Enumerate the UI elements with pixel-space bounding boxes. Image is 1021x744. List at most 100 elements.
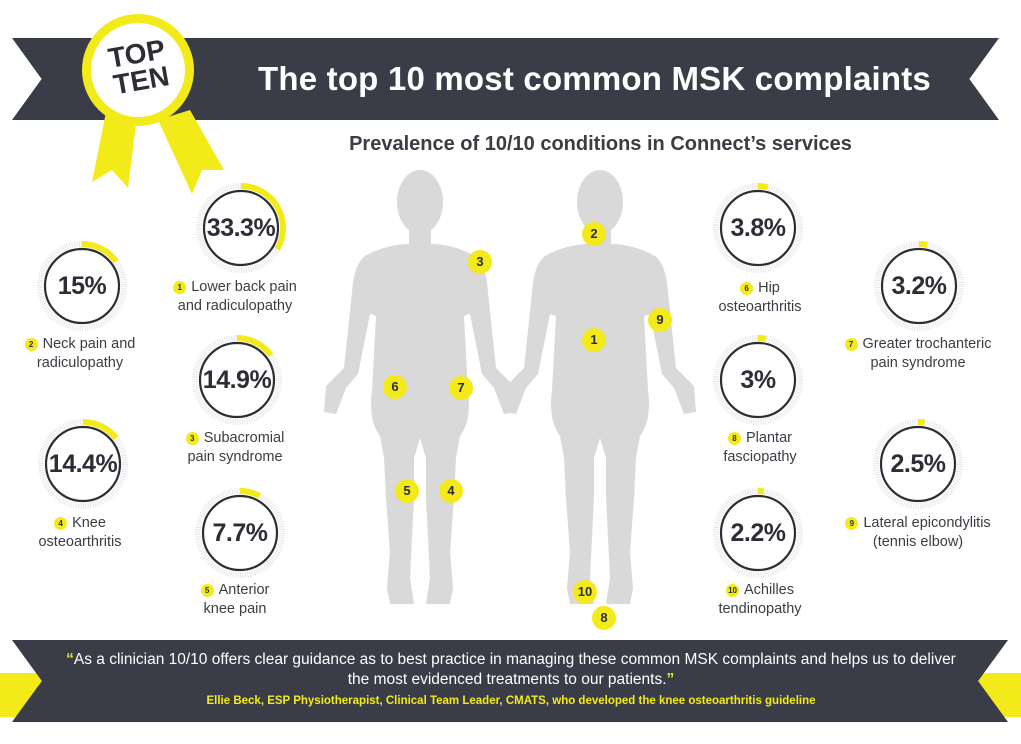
body-marker-6: 6 — [383, 375, 407, 399]
condition-label-4-line2: osteoarthritis — [38, 534, 122, 550]
stat-circle-4: 14.4% — [37, 418, 129, 510]
stat-value-2: 15% — [57, 272, 107, 300]
ring-progress — [713, 335, 803, 425]
ring-progress — [37, 241, 127, 331]
condition-label-8: 8 Plantar fasciopathy — [690, 429, 830, 467]
condition-label-10-line1: Achilles — [744, 582, 794, 598]
page-title: The top 10 most common MSK complaints — [258, 60, 931, 97]
condition-label-6: 6 Hip osteoarthritis — [685, 279, 835, 317]
footer-banner — [12, 640, 1008, 722]
ring-inner — [201, 494, 279, 572]
condition-label-7: 7 Greater trochanteric pain syndrome — [818, 335, 1018, 373]
condition-number-1: 1 — [173, 281, 187, 294]
stat-value-5: 7.7% — [212, 519, 268, 547]
condition-number-7: 7 — [844, 338, 858, 351]
condition-number-2: 2 — [24, 338, 38, 351]
condition-label-3-line1: Subacromial — [203, 430, 285, 446]
badge-ring — [82, 14, 194, 126]
ring-inner — [44, 425, 122, 503]
stat-value-7: 3.2% — [891, 272, 947, 300]
body-marker-1: 1 — [582, 328, 606, 352]
condition-label-9: 9 Lateral epicondylitis (tennis elbow) — [818, 514, 1018, 552]
condition-label-8-line2: fasciopathy — [723, 449, 797, 465]
condition-label-10-line2: tendinopathy — [718, 601, 802, 617]
condition-label-4: 4 Knee osteoarthritis — [0, 514, 160, 552]
stat-value-6: 3.8% — [730, 214, 786, 242]
ring-progress — [713, 488, 803, 578]
stat-circle-5: 7.7% — [194, 487, 286, 579]
stat-circle-6: 3.8% — [712, 182, 804, 274]
condition-label-3: 3 Subacromial pain syndrome — [150, 429, 320, 467]
condition-number-4: 4 — [54, 517, 68, 530]
quote-open-mark: “ — [66, 651, 74, 668]
body-marker-7: 7 — [449, 376, 473, 400]
condition-label-9-line1: Lateral epicondylitis — [863, 515, 991, 531]
condition-label-10: 10 Achilles tendinopathy — [690, 581, 830, 619]
ribbon-icon — [92, 110, 224, 194]
ring-progress — [874, 241, 964, 331]
stat-circle-2: 15% — [36, 240, 128, 332]
body-marker-5: 5 — [395, 479, 419, 503]
body-marker-3: 3 — [468, 250, 492, 274]
stat-value-9: 2.5% — [890, 450, 946, 478]
body-marker-4: 4 — [439, 479, 463, 503]
condition-label-1-line2: and radiculopathy — [177, 298, 293, 314]
condition-label-9-line2: (tennis elbow) — [872, 534, 964, 550]
ring-inner — [198, 341, 276, 419]
top-ten-badge: TOP TEN — [0, 0, 240, 200]
condition-label-5-line1: Anterior — [218, 582, 270, 598]
stat-circle-8: 3% — [712, 334, 804, 426]
condition-label-8-line1: Plantar — [746, 430, 792, 446]
body-marker-10: 10 — [573, 580, 597, 604]
condition-label-3-line2: pain syndrome — [187, 449, 283, 465]
quote-attribution: Ellie Beck, ESP Physiotherapist, Clinica… — [206, 695, 816, 707]
stat-value-1: 33.3% — [206, 214, 276, 242]
ring-progress — [195, 488, 285, 578]
condition-number-6: 6 — [740, 282, 754, 295]
body-figures-icon — [324, 170, 696, 604]
ring-progress — [713, 183, 803, 273]
stat-value-4: 14.4% — [48, 450, 118, 478]
stat-value-8: 3% — [740, 366, 776, 394]
body-marker-9: 9 — [648, 308, 672, 332]
subtitle: Prevalence of 10/10 conditions in Connec… — [349, 133, 852, 155]
body-marker-2: 2 — [582, 222, 606, 246]
quote-close-mark: ” — [666, 671, 675, 688]
quote-text: As a clinician 10/10 offers clear guidan… — [73, 651, 956, 688]
condition-label-5: 5 Anterior knee pain — [160, 581, 310, 619]
condition-label-5-line2: knee pain — [203, 601, 267, 617]
condition-label-2-line2: radiculopathy — [36, 355, 124, 371]
stat-circle-9: 2.5% — [872, 418, 964, 510]
stat-circle-10: 2.2% — [712, 487, 804, 579]
condition-label-6-line1: Hip — [758, 280, 780, 296]
condition-number-10: 10 — [726, 584, 740, 597]
stat-value-3: 14.9% — [202, 366, 272, 394]
condition-label-2: 2 Neck pain and radiculopathy — [0, 335, 160, 373]
ring-inner — [719, 341, 797, 419]
stat-value-10: 2.2% — [730, 519, 786, 547]
condition-label-4-line1: Knee — [72, 515, 106, 531]
footer-quote: “As a clinician 10/10 offers clear guida… — [60, 650, 962, 690]
condition-number-5: 5 — [200, 584, 214, 597]
stat-circle-7: 3.2% — [873, 240, 965, 332]
ring-progress — [196, 183, 286, 273]
ring-inner — [879, 425, 957, 503]
ring-inner — [43, 247, 121, 325]
stat-circle-3: 14.9% — [191, 334, 283, 426]
ring-inner — [202, 189, 280, 267]
condition-number-8: 8 — [728, 432, 742, 445]
condition-label-2-line1: Neck pain and — [42, 336, 136, 352]
stat-circle-1: 33.3% — [195, 182, 287, 274]
ring-progress — [873, 419, 963, 509]
body-marker-8: 8 — [592, 606, 616, 630]
ring-progress — [192, 335, 282, 425]
ring-inner — [880, 247, 958, 325]
condition-label-7-line1: Greater trochanteric — [862, 336, 992, 352]
condition-number-3: 3 — [185, 432, 199, 445]
condition-label-7-line2: pain syndrome — [870, 355, 966, 371]
ring-progress — [38, 419, 128, 509]
condition-number-9: 9 — [845, 517, 859, 530]
ring-inner — [719, 494, 797, 572]
ring-inner — [719, 189, 797, 267]
condition-label-1-line1: Lower back pain — [191, 279, 297, 295]
